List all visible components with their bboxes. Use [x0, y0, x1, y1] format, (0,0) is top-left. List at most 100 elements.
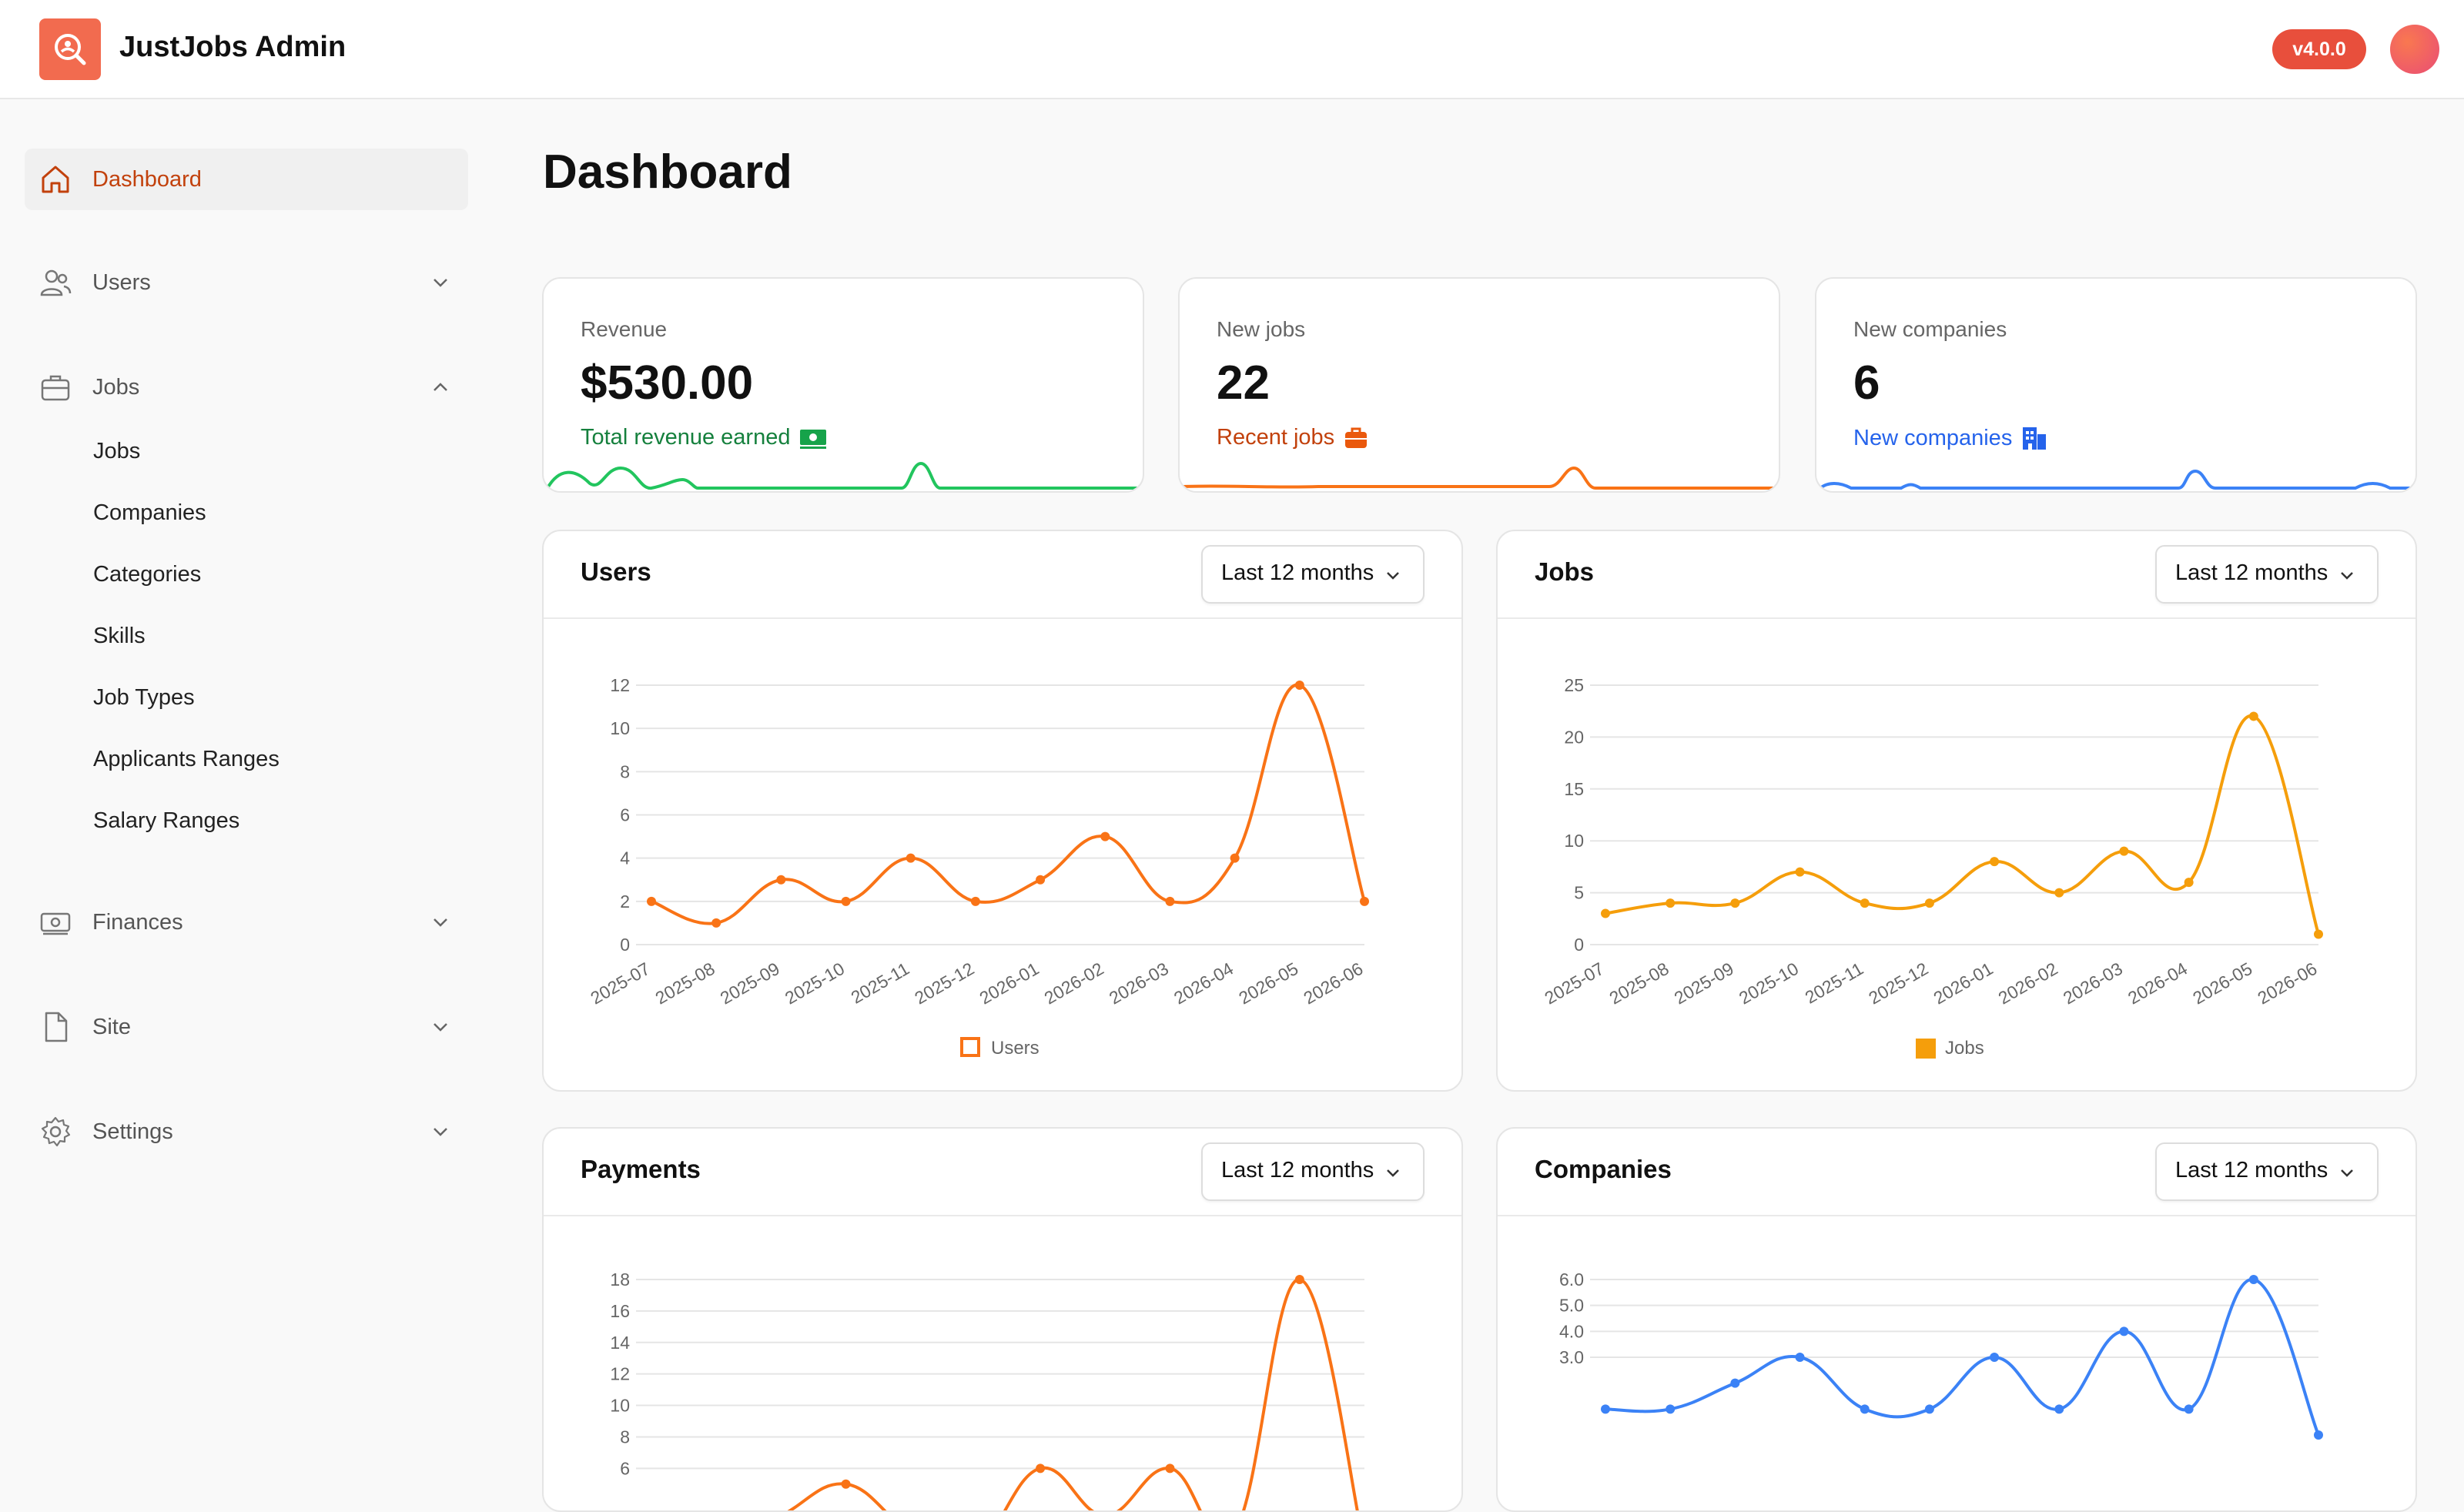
stat-subtitle-text: Recent jobs	[1217, 425, 1335, 450]
legend-label[interactable]: Users	[991, 1038, 1040, 1059]
data-point[interactable]	[711, 918, 721, 928]
sidebar-subitem-salary-ranges[interactable]: Salary Ranges	[93, 808, 240, 833]
data-point[interactable]	[1860, 1404, 1870, 1414]
payments-chart-card: Payments Last 12 months 6 8 10 12 14 16 18	[542, 1127, 1463, 1512]
data-point[interactable]	[1294, 681, 1304, 690]
chart-header: Companies Last 12 months	[1498, 1129, 2415, 1216]
data-point[interactable]	[1666, 898, 1676, 908]
legend-swatch[interactable]	[960, 1037, 980, 1057]
data-point[interactable]	[2314, 929, 2323, 939]
data-point[interactable]	[2054, 1404, 2064, 1414]
sidebar-item-jobs[interactable]: Jobs	[25, 356, 468, 418]
data-point[interactable]	[1360, 896, 1369, 906]
data-point[interactable]	[1294, 1275, 1304, 1284]
data-point[interactable]	[1165, 896, 1175, 906]
data-point[interactable]	[2184, 878, 2194, 888]
legend-swatch[interactable]	[1916, 1039, 1936, 1059]
chevron-down-icon	[434, 279, 447, 287]
data-point[interactable]	[776, 875, 786, 885]
data-point[interactable]	[1795, 1353, 1805, 1362]
data-point[interactable]	[1730, 898, 1740, 908]
data-point[interactable]	[1924, 898, 1934, 908]
data-point[interactable]	[1730, 1378, 1740, 1388]
users-icon	[40, 269, 72, 296]
data-point[interactable]	[2314, 1430, 2323, 1440]
y-tick-label: 8	[620, 761, 630, 781]
sidebar-subitem-skills[interactable]: Skills	[93, 624, 146, 648]
data-point[interactable]	[1230, 853, 1240, 863]
sidebar-item-finances[interactable]: Finances	[25, 891, 468, 953]
stat-subtitle-text: New companies	[1853, 425, 2013, 450]
data-point[interactable]	[2119, 846, 2129, 856]
companies-sparkline	[1819, 469, 2415, 490]
data-point[interactable]	[1100, 831, 1110, 841]
data-point[interactable]	[2248, 711, 2258, 721]
x-tick-label: 2026-05	[2189, 958, 2255, 1009]
stat-card-new-jobs[interactable]: New jobs 22 Recent jobs	[1178, 277, 1780, 493]
x-tick-label: 2026-03	[2060, 958, 2126, 1009]
x-tick-label: 2026-06	[2254, 958, 2320, 1009]
sidebar-item-site[interactable]: Site	[25, 996, 468, 1058]
document-icon	[45, 1012, 68, 1042]
sidebar-subitem-jobs[interactable]: Jobs	[93, 439, 141, 463]
data-point[interactable]	[1860, 898, 1870, 908]
data-point[interactable]	[1165, 1463, 1175, 1474]
data-point[interactable]	[2184, 1404, 2194, 1414]
data-point[interactable]	[1990, 1353, 2000, 1362]
y-tick-label: 5.0	[1559, 1296, 1584, 1316]
legend-label[interactable]: Jobs	[1945, 1038, 1984, 1059]
data-point[interactable]	[647, 896, 656, 906]
chart-title: Users	[581, 557, 651, 586]
building-icon	[2023, 427, 2047, 450]
x-tick-label: 2026-04	[2124, 958, 2191, 1009]
y-tick-label: 4.0	[1559, 1321, 1584, 1341]
data-point[interactable]	[1990, 857, 2000, 867]
data-point[interactable]	[970, 896, 980, 906]
chart-header: Payments Last 12 months	[544, 1129, 1461, 1216]
data-point[interactable]	[906, 853, 916, 863]
data-point[interactable]	[2248, 1275, 2258, 1284]
data-point[interactable]	[1601, 908, 1610, 918]
data-point[interactable]	[2054, 888, 2064, 898]
data-point[interactable]	[1036, 875, 1046, 885]
sidebar-item-settings[interactable]: Settings	[25, 1101, 468, 1162]
sidebar-item-label: Jobs	[92, 374, 140, 400]
data-point[interactable]	[1924, 1404, 1934, 1414]
stat-card-revenue[interactable]: Revenue $530.00 Total revenue earned	[542, 277, 1144, 493]
x-tick-label: 2026-01	[1930, 958, 1996, 1009]
data-point[interactable]	[2119, 1326, 2129, 1336]
period-select[interactable]: Last 12 months	[1201, 545, 1424, 604]
sidebar-subitem-job-types[interactable]: Job Types	[93, 685, 195, 710]
data-point[interactable]	[1036, 1463, 1046, 1474]
stat-card-new-companies[interactable]: New companies 6 New companies	[1815, 277, 2417, 493]
chevron-up-icon	[434, 383, 447, 391]
sidebar-item-dashboard[interactable]: Dashboard	[25, 149, 468, 210]
sidebar-item-label: Settings	[92, 1119, 173, 1144]
data-point[interactable]	[841, 1479, 851, 1489]
companies-line-chart: 3.0 4.0 5.0 6.0	[1559, 1269, 2323, 1440]
data-point[interactable]	[841, 896, 851, 906]
sidebar-item-users[interactable]: Users	[25, 252, 468, 313]
y-tick-label: 2	[620, 891, 630, 912]
y-tick-label: 8	[620, 1427, 630, 1447]
period-select[interactable]: Last 12 months	[2155, 1142, 2379, 1201]
sidebar-subitem-companies[interactable]: Companies	[93, 500, 206, 525]
data-point[interactable]	[1601, 1404, 1610, 1414]
y-tick-label: 16	[610, 1301, 630, 1321]
home-icon	[42, 166, 69, 193]
period-select-value: Last 12 months	[1221, 1158, 1374, 1183]
sidebar-subitem-applicants-ranges[interactable]: Applicants Ranges	[93, 747, 280, 771]
data-point[interactable]	[1795, 867, 1805, 877]
avatar[interactable]	[2390, 25, 2439, 74]
period-select-value: Last 12 months	[2175, 1158, 2328, 1183]
logo[interactable]	[39, 18, 101, 80]
x-tick-label: 2025-09	[1671, 958, 1737, 1009]
sidebar-subitem-categories[interactable]: Categories	[93, 562, 202, 587]
period-select[interactable]: Last 12 months	[2155, 545, 2379, 604]
x-tick-label: 2025-12	[1865, 958, 1931, 1009]
period-select[interactable]: Last 12 months	[1201, 1142, 1424, 1201]
y-tick-label: 4	[620, 848, 630, 868]
data-point[interactable]	[1666, 1404, 1676, 1414]
app-brand[interactable]: JustJobs Admin	[119, 31, 346, 63]
revenue-sparkline	[546, 461, 1143, 490]
